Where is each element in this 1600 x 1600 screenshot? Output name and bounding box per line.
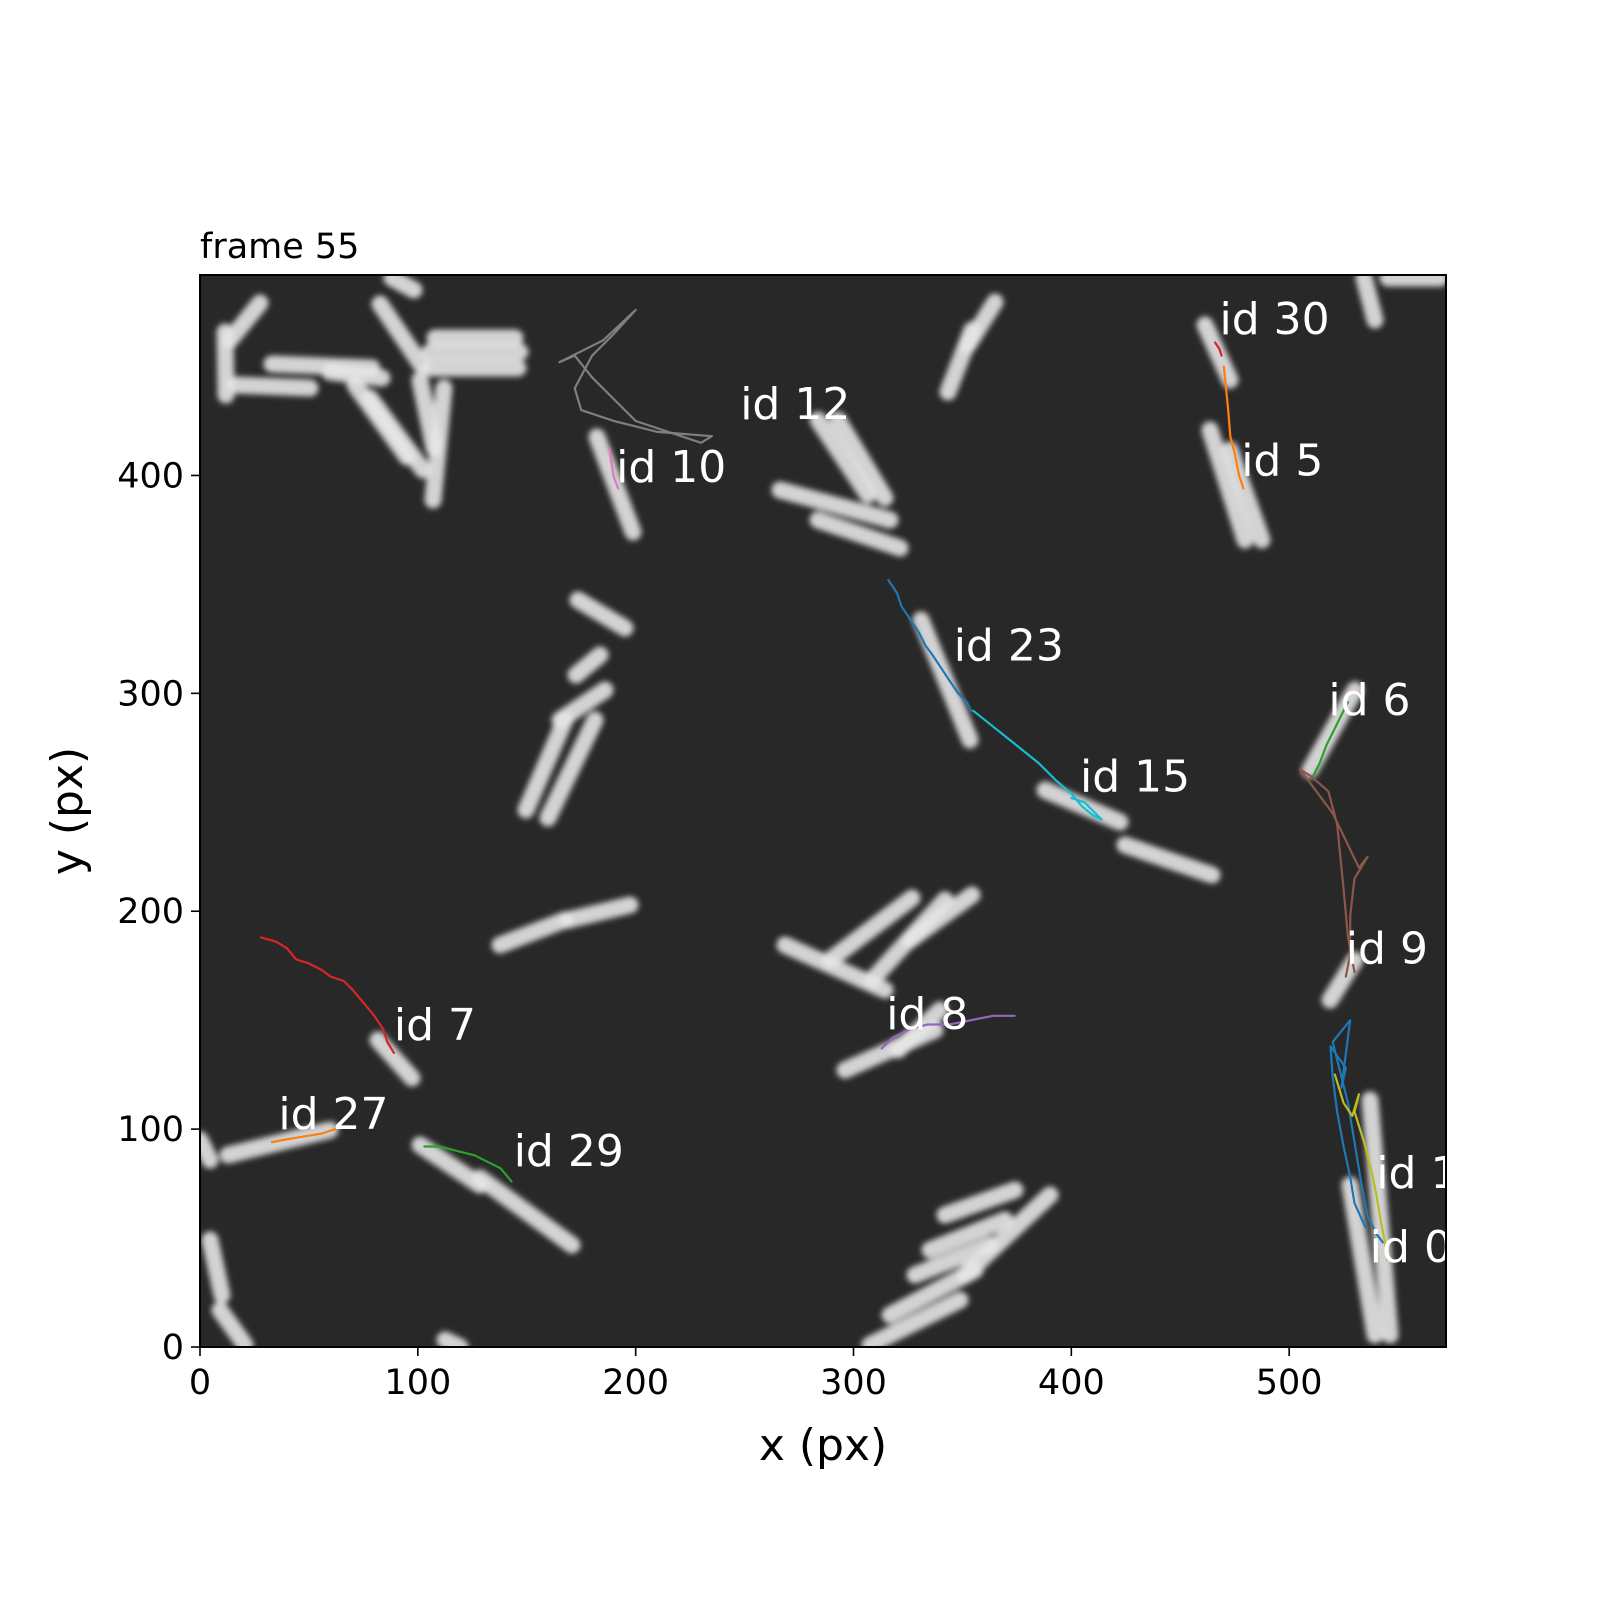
cell: [861, 1291, 969, 1347]
track-label-id-7: id 7: [394, 1000, 476, 1051]
track-label-layer: id 0 id 1 id 5 id 6 id 7 id 8 id 9 id 10 id 12 id…: [278, 294, 1458, 1273]
y-tick-label: 0: [162, 1328, 184, 1368]
cell: [1201, 421, 1254, 549]
x-tick-label: 100: [384, 1363, 451, 1403]
cell: [383, 275, 423, 299]
cell: [1221, 441, 1271, 549]
cell: [889, 1001, 949, 1059]
microscopy-image: [200, 275, 1446, 1347]
track-id-10: [608, 448, 620, 490]
cell: [539, 711, 604, 827]
x-tick-label: 300: [820, 1363, 887, 1403]
cell: [200, 1131, 219, 1169]
cell: [371, 295, 431, 375]
y-tick-label: 300: [117, 674, 184, 714]
cell: [491, 911, 574, 954]
track-id-15: [972, 709, 1103, 821]
track-id-8: [880, 1014, 1016, 1050]
x-tick-label: 400: [1038, 1363, 1105, 1403]
cell: [936, 1181, 1024, 1224]
cell: [1116, 836, 1221, 884]
y-tick-label: 200: [117, 892, 184, 932]
cell: [567, 646, 609, 684]
cell: [1355, 275, 1384, 329]
x-axis: 0 100 200 300 400 500: [189, 1347, 1323, 1403]
cell: [906, 1236, 999, 1284]
x-tick-label: 500: [1256, 1363, 1323, 1403]
track-label-id-23: id 23: [954, 621, 1064, 672]
track-layer: [259, 308, 1389, 1261]
track-label-id-1: id 1: [1376, 1148, 1458, 1199]
cell: [216, 323, 235, 404]
track-label-id-9: id 9: [1346, 924, 1428, 975]
cell: [369, 1031, 421, 1087]
x-tick-label: 0: [189, 1363, 211, 1403]
track-label-id-6: id 6: [1328, 675, 1410, 726]
track-id-27: [270, 1125, 345, 1144]
track-id-29: [423, 1145, 513, 1183]
cell: [321, 363, 391, 387]
track-id-7: [259, 936, 395, 1055]
cell: [921, 1211, 1014, 1259]
track-label-id-29: id 29: [514, 1126, 624, 1177]
cell: [559, 896, 639, 929]
cell: [956, 1186, 1059, 1284]
cell: [436, 1331, 469, 1347]
cell: [1321, 951, 1364, 1009]
track-label-id-12: id 12: [740, 379, 850, 430]
cell: [959, 293, 1004, 354]
y-tick-label: 400: [117, 456, 184, 496]
y-tick-label: 100: [117, 1110, 184, 1150]
track-label-id-10: id 10: [616, 442, 726, 493]
cell: [901, 886, 981, 949]
track-label-id-8: id 8: [886, 989, 968, 1040]
track-id-0: [1329, 1019, 1384, 1244]
cell: [829, 411, 894, 507]
cell: [771, 481, 899, 529]
cell: [1196, 316, 1239, 389]
cell: [912, 611, 979, 749]
cell: [809, 411, 877, 504]
cell: [221, 294, 269, 349]
cell: [411, 1136, 489, 1194]
cell: [211, 1301, 254, 1347]
track-id-5: [1222, 365, 1245, 490]
cell: [471, 1169, 581, 1254]
cell: [226, 376, 319, 397]
cell: [551, 681, 614, 729]
track-id-9: [1298, 768, 1369, 978]
cell: [424, 379, 453, 509]
cell: [821, 889, 921, 969]
track-id-1: [1333, 1073, 1389, 1261]
cell: [569, 591, 634, 637]
track-label-id-27: id 27: [278, 1089, 388, 1140]
y-axis-label: y (px): [42, 747, 93, 875]
y-axis: 0 100 200 300 400: [117, 456, 200, 1368]
cell: [809, 511, 909, 557]
plot-frame: [199, 274, 1447, 1348]
track-label-id-30: id 30: [1220, 294, 1330, 345]
track-label-id-0: id 0: [1370, 1222, 1452, 1273]
plot-title: frame 55: [200, 227, 359, 267]
track-label-id-5: id 5: [1241, 436, 1323, 487]
track-id-12: [558, 308, 714, 444]
track-label-id-15: id 15: [1080, 751, 1190, 802]
track-id-30: [1213, 341, 1223, 357]
cell: [361, 389, 432, 479]
cell: [517, 711, 574, 819]
cell: [588, 428, 642, 541]
x-axis-label: x (px): [759, 1420, 887, 1471]
cell: [201, 1231, 231, 1304]
track-id-6: [1311, 700, 1350, 778]
cell: [1341, 1176, 1384, 1344]
x-tick-label: 200: [602, 1363, 669, 1403]
track-id-23: [887, 578, 973, 712]
